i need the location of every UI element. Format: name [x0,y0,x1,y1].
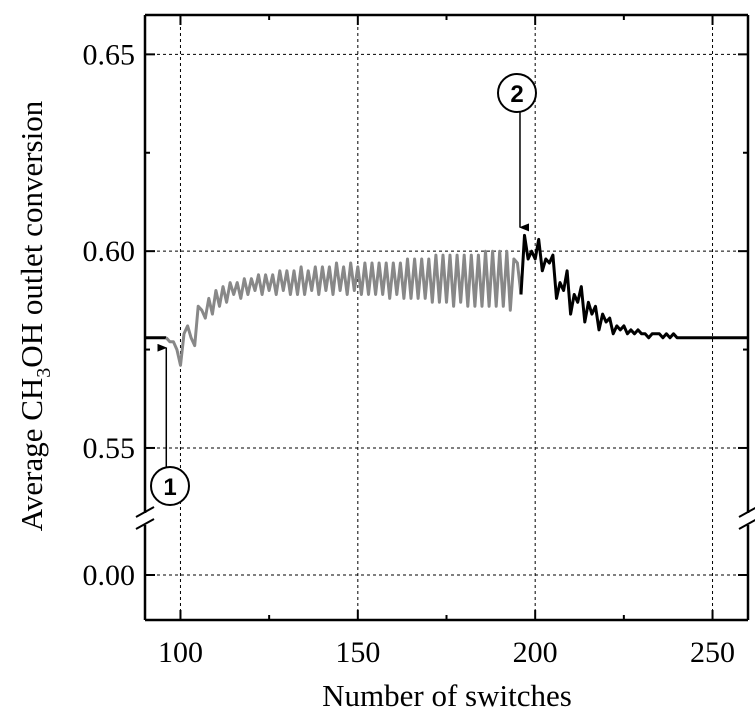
series-line-3 [519,233,748,340]
marker-1-circle [150,466,190,506]
y-axis-label-suffix: OH outlet conversion [14,100,49,367]
y-axis-label-subscript: 3 [33,368,55,378]
y-axis-label-prefix: Average CH [14,378,49,532]
axis-break-mark [135,518,155,530]
x-tick-label: 150 [335,636,380,669]
x-tick-label: 250 [690,636,735,669]
axis-break-mark [135,506,155,518]
grid-lines [145,15,748,620]
annotations: 12 [150,73,537,506]
x-tick-label: 200 [513,636,558,669]
y-axis-label: Average CH3OH outlet conversion [14,100,55,531]
axis-break-mark [738,506,755,518]
series-line-2 [165,249,523,367]
plot-frame [135,13,755,622]
marker-1-label: 1 [163,474,176,501]
marker-2-label: 2 [510,81,523,108]
x-axis-label: Number of switches [322,678,572,713]
y-tick-label: 0.55 [83,432,136,465]
y-tick-label: 0.00 [83,559,136,592]
y-tick-label: 0.65 [83,38,136,71]
axis-break-mark [738,518,755,530]
axis-ticks: 100 150 200 250 0.55 0.60 0.65 0.00 [83,15,748,669]
x-tick-label: 100 [158,636,203,669]
marker-2-circle [497,73,537,113]
series-lines [145,233,748,367]
y-tick-label: 0.60 [83,235,136,268]
